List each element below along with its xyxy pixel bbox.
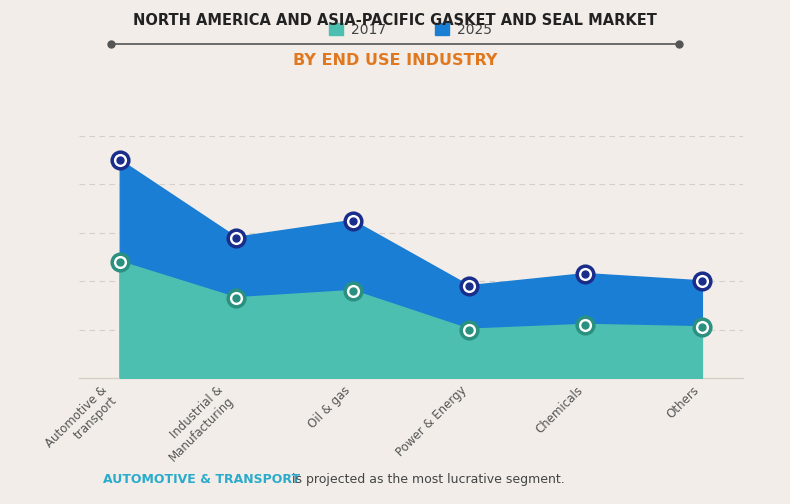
Text: BY END USE INDUSTRY: BY END USE INDUSTRY [293,53,497,68]
Text: AUTOMOTIVE & TRANSPORT: AUTOMOTIVE & TRANSPORT [103,473,300,486]
Text: NORTH AMERICA AND ASIA-PACIFIC GASKET AND SEAL MARKET: NORTH AMERICA AND ASIA-PACIFIC GASKET AN… [133,13,657,28]
Legend: 2017, 2025: 2017, 2025 [324,17,498,42]
Text: is projected as the most lucrative segment.: is projected as the most lucrative segme… [288,473,565,486]
